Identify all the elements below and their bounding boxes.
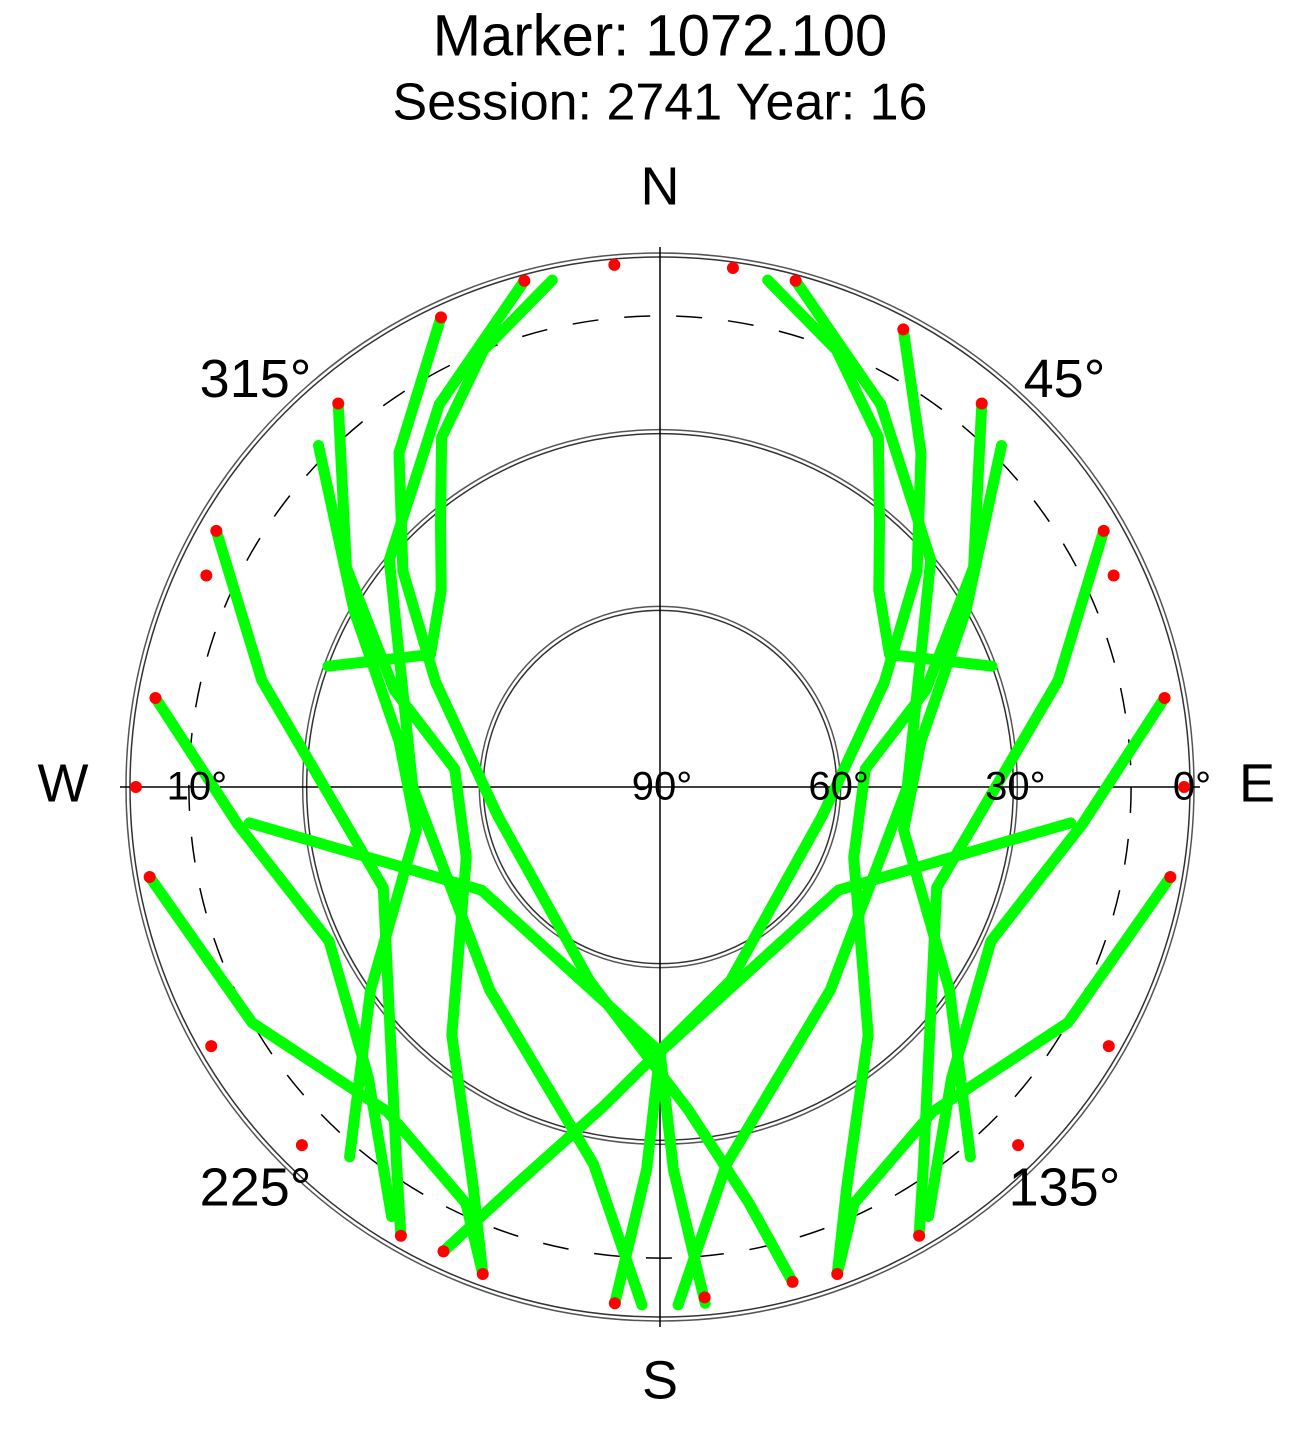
low-elevation-point [332,397,345,410]
low-elevation-point [1107,569,1120,582]
low-elevation-point [205,1040,218,1053]
direction-label: N [641,156,680,216]
low-elevation-point [608,258,621,271]
low-elevation-point [897,323,910,336]
low-elevation-point [200,569,213,582]
satellite-track [210,525,407,1242]
satellite-track [383,275,648,1311]
low-elevation-point [1097,524,1110,537]
low-elevation-point [786,1275,799,1288]
mask-label: 10° [167,765,228,809]
azimuth-label: 135° [1009,1158,1121,1218]
low-elevation-point [149,692,162,705]
low-elevation-point [789,274,802,287]
azimuth-label: 315° [200,349,312,409]
elevation-label: 0° [1173,765,1211,809]
low-elevation-point [608,1297,621,1310]
direction-label: W [38,753,89,813]
elevation-label: 60° [808,765,869,809]
direction-label: S [642,1350,678,1410]
satellite-track [672,275,937,1311]
low-elevation-point [975,397,988,410]
low-elevation-point [210,524,223,537]
chart-title: Marker: 1072.100 [433,3,888,68]
low-elevation-point [434,311,447,324]
low-elevation-point [726,261,739,274]
satellite-track [243,817,711,1309]
low-elevation-point [913,1229,926,1242]
low-elevation-point [143,870,156,883]
low-elevation-point [129,781,142,793]
satellite-track [150,692,398,1222]
chart-subtitle: Session: 2741 Year: 16 [393,74,928,132]
satellite-track [322,274,558,672]
satellite-track [913,525,1110,1242]
low-elevation-point [1178,781,1191,793]
low-elevation-point [394,1229,407,1242]
low-elevation-point [295,1139,308,1152]
direction-label: E [1239,753,1275,813]
low-elevation-point [831,1267,844,1280]
satellite-track [144,871,489,1280]
elevation-label: 90° [632,765,693,809]
low-elevation-point [1164,870,1177,883]
low-elevation-point [698,1291,711,1304]
azimuth-label: 45° [1024,349,1106,409]
satellite-track [762,274,998,672]
low-elevation-point [1102,1040,1115,1053]
low-elevation-point [1012,1139,1025,1152]
low-elevation-point [437,1245,450,1258]
azimuth-label: 225° [200,1158,312,1218]
low-elevation-point [476,1267,489,1280]
satellite-track [831,871,1176,1280]
elevation-label: 30° [985,765,1046,809]
satellite-track [438,323,927,1257]
satellite-track [922,692,1170,1222]
low-elevation-point [1158,692,1171,705]
low-elevation-point [518,274,531,287]
